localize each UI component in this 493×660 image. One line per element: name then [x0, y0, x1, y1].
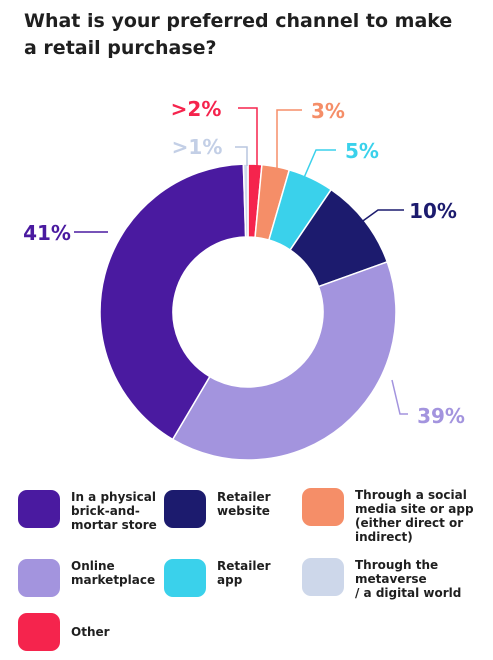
data-label: >2%	[171, 97, 222, 121]
data-label: >1%	[172, 135, 223, 159]
donut-slice	[171, 260, 397, 461]
data-label: 41%	[23, 221, 71, 245]
leader-line	[359, 209, 404, 224]
leader-line	[276, 109, 302, 174]
donut-slice	[99, 163, 247, 441]
data-label: 10%	[409, 199, 457, 223]
leader-line	[235, 146, 248, 166]
leader-line	[238, 107, 258, 170]
chart-title: What is your preferred channel to make a…	[24, 10, 453, 59]
donut-slice	[242, 163, 249, 238]
data-label: 5%	[345, 139, 379, 163]
leader-line	[391, 379, 408, 415]
leader-line	[302, 149, 336, 181]
data-label: 3%	[311, 99, 345, 123]
data-label: 39%	[417, 404, 465, 428]
